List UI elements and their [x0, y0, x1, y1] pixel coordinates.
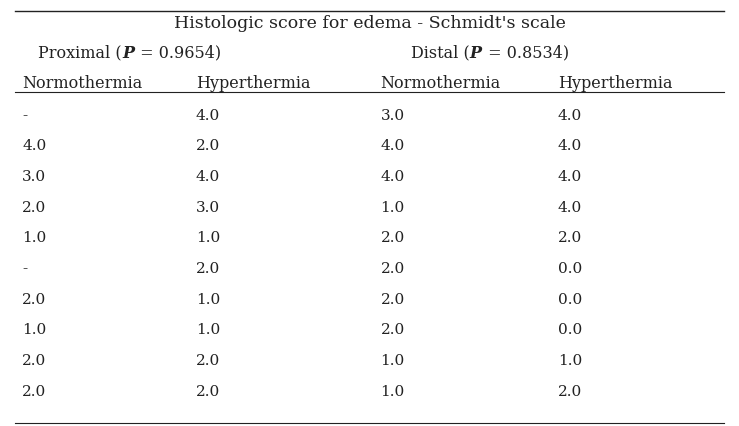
Text: 4.0: 4.0	[196, 170, 220, 184]
Text: Proximal (: Proximal (	[38, 45, 122, 62]
Text: 0.0: 0.0	[558, 293, 582, 307]
Text: 2.0: 2.0	[22, 293, 47, 307]
Text: 2.0: 2.0	[22, 201, 47, 215]
Text: 2.0: 2.0	[381, 262, 405, 276]
Text: 3.0: 3.0	[381, 109, 405, 123]
Text: 4.0: 4.0	[558, 139, 582, 153]
Text: 3.0: 3.0	[196, 201, 220, 215]
Text: 4.0: 4.0	[22, 139, 47, 153]
Text: 2.0: 2.0	[196, 354, 220, 368]
Text: 1.0: 1.0	[196, 323, 220, 337]
Text: 4.0: 4.0	[558, 201, 582, 215]
Text: 2.0: 2.0	[381, 293, 405, 307]
Text: P: P	[122, 45, 134, 62]
Text: 2.0: 2.0	[22, 385, 47, 399]
Text: 2.0: 2.0	[22, 354, 47, 368]
Text: 4.0: 4.0	[381, 170, 405, 184]
Text: 1.0: 1.0	[381, 354, 405, 368]
Text: 2.0: 2.0	[381, 323, 405, 337]
Text: Normothermia: Normothermia	[381, 75, 501, 92]
Text: 2.0: 2.0	[381, 231, 405, 245]
Text: Normothermia: Normothermia	[22, 75, 143, 92]
Text: -: -	[22, 262, 27, 276]
Text: 2.0: 2.0	[558, 385, 582, 399]
Text: 4.0: 4.0	[558, 170, 582, 184]
Text: 1.0: 1.0	[196, 293, 220, 307]
Text: 1.0: 1.0	[381, 385, 405, 399]
Text: 4.0: 4.0	[558, 109, 582, 123]
Text: 1.0: 1.0	[558, 354, 582, 368]
Text: 1.0: 1.0	[196, 231, 220, 245]
Text: 2.0: 2.0	[196, 139, 220, 153]
Text: 2.0: 2.0	[196, 385, 220, 399]
Text: = 0.9654): = 0.9654)	[135, 45, 222, 62]
Text: Hyperthermia: Hyperthermia	[558, 75, 672, 92]
Text: -: -	[22, 109, 27, 123]
Text: 4.0: 4.0	[196, 109, 220, 123]
Text: 4.0: 4.0	[381, 139, 405, 153]
Text: 1.0: 1.0	[22, 231, 47, 245]
Text: 0.0: 0.0	[558, 323, 582, 337]
Text: = 0.8534): = 0.8534)	[483, 45, 569, 62]
Text: 1.0: 1.0	[22, 323, 47, 337]
Text: P: P	[469, 45, 481, 62]
Text: Hyperthermia: Hyperthermia	[196, 75, 310, 92]
Text: Histologic score for edema - Schmidt's scale: Histologic score for edema - Schmidt's s…	[174, 15, 565, 32]
Text: 1.0: 1.0	[381, 201, 405, 215]
Text: 2.0: 2.0	[558, 231, 582, 245]
Text: 2.0: 2.0	[196, 262, 220, 276]
Text: Distal (: Distal (	[411, 45, 469, 62]
Text: 0.0: 0.0	[558, 262, 582, 276]
Text: 3.0: 3.0	[22, 170, 47, 184]
